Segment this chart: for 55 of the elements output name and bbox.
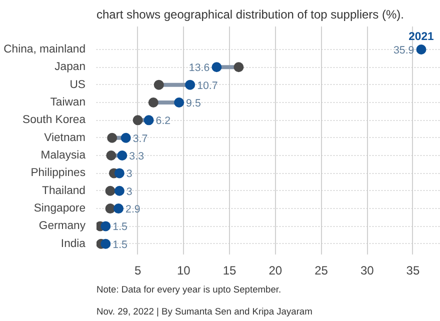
point	[107, 132, 118, 143]
point	[114, 204, 124, 214]
text: Nov. 29, 2022 | By Sumanta Sen and Kripa Jayaram	[96, 306, 313, 316]
y-tick-label: Thailand	[42, 184, 86, 197]
data-label: 13.6	[188, 62, 210, 74]
point	[154, 80, 164, 90]
y-tick-label: Japan	[54, 61, 86, 74]
y-tick-label: India	[60, 238, 86, 250]
data-label: 10.7	[197, 80, 218, 92]
point	[100, 221, 111, 232]
data-label: 1.5	[112, 221, 128, 234]
y-tick-label: South Korea	[22, 114, 86, 126]
data-label: 2.9	[126, 204, 140, 216]
point	[105, 204, 116, 214]
data-label: 6.2	[156, 115, 171, 128]
x-tick-label: 20	[268, 264, 282, 278]
data-label: 3	[126, 186, 132, 198]
y-tick-label: Taiwan	[50, 96, 86, 108]
point	[185, 80, 196, 90]
y-tick-label: Vietnam	[44, 132, 86, 144]
point	[106, 150, 116, 161]
point	[100, 238, 111, 249]
x-tick-label: 10	[176, 264, 191, 278]
data-label: 3.3	[129, 150, 144, 163]
y-tick-label: Malaysia	[40, 150, 86, 162]
point	[114, 168, 124, 178]
point	[148, 98, 158, 108]
y-tick-label: Philippines	[30, 167, 86, 180]
y-tick-label: China, mainland	[4, 43, 86, 56]
x-tick-label: 15	[222, 264, 237, 278]
point	[117, 150, 128, 161]
data-label: 3.7	[132, 132, 148, 145]
point	[416, 44, 426, 54]
x-tick-label: 25	[314, 264, 328, 278]
x-tick-label: 30	[360, 264, 374, 278]
point	[212, 62, 222, 72]
point	[174, 98, 184, 108]
x-tick-label: 5	[134, 264, 142, 278]
point	[105, 186, 116, 196]
point	[120, 132, 131, 143]
data-label: 9.5	[186, 98, 201, 110]
chart-subtitle: chart shows geographical distribution of top suppliers (%).	[96, 8, 404, 22]
data-label: 3	[126, 168, 132, 180]
text: Note: Data for every year is upto September.	[96, 284, 282, 294]
point	[132, 115, 143, 126]
data-label: 1.5	[112, 238, 128, 251]
y-tick-label: Germany	[38, 220, 86, 232]
point	[234, 62, 244, 72]
y-tick-label: Singapore	[34, 202, 86, 215]
series-label: 2021	[408, 30, 434, 43]
point	[144, 115, 154, 126]
data-label: 35.9	[393, 44, 414, 56]
x-tick-label: 35	[406, 264, 420, 278]
y-tick-label: US	[70, 78, 86, 91]
point	[114, 186, 124, 196]
